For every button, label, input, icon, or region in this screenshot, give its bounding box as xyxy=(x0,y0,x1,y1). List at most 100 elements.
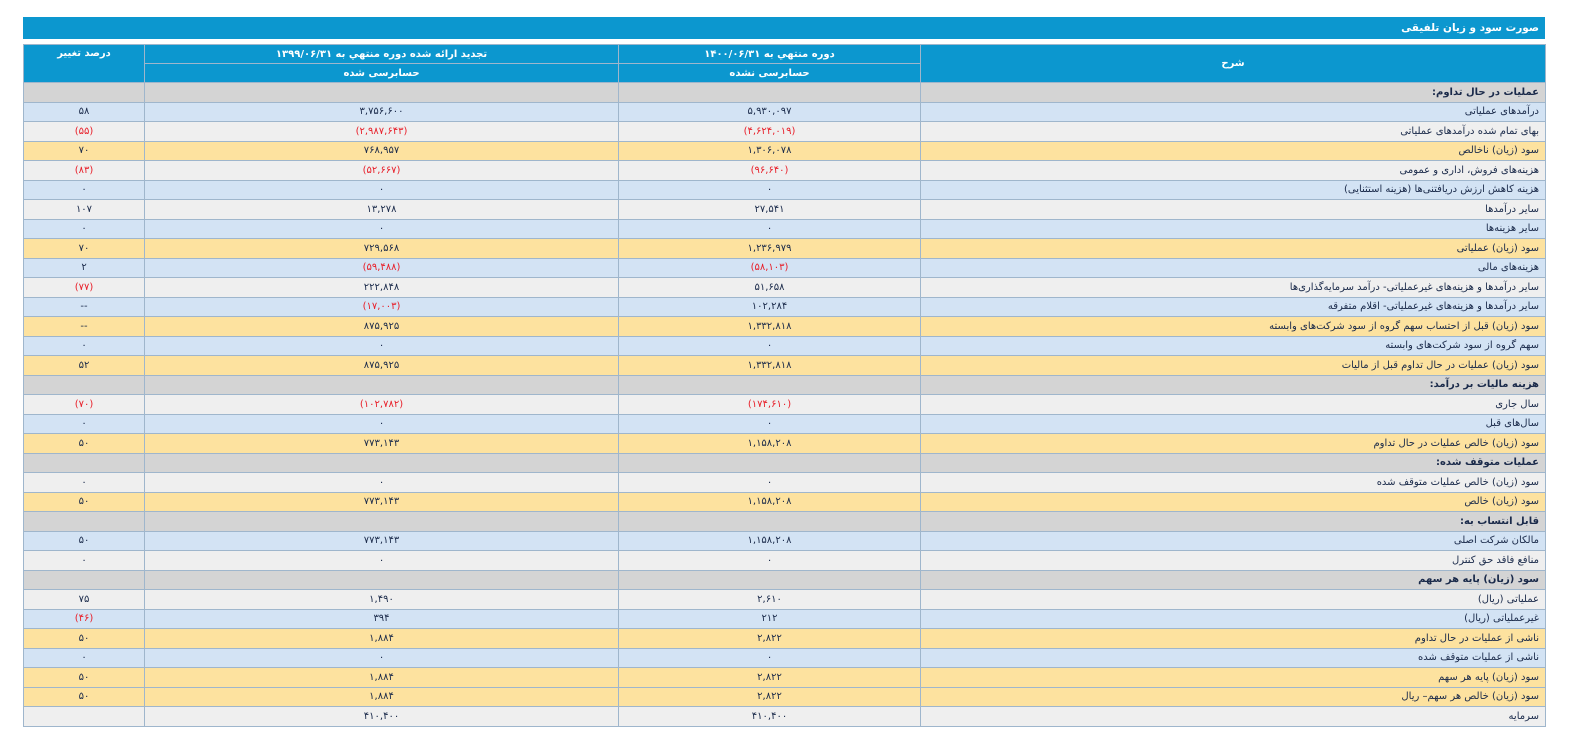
section-row: عملیات در حال تداوم: xyxy=(23,82,1546,103)
desc-cell: سود (زیان) خالص xyxy=(920,491,1546,512)
change-cell xyxy=(23,374,145,395)
income-statement-table: درصد تغییر تجدید ارائه شده دوره منتهي به… xyxy=(23,44,1546,727)
period1-cell: ۱۰۲,۲۸۴ xyxy=(618,296,921,317)
statement-container: صورت سود و زیان تلفیقی درصد تغییر تجدید … xyxy=(23,17,1546,727)
period1-cell: ۱,۱۵۸,۲۰۸ xyxy=(618,433,921,454)
desc-cell: درآمدهای عملیاتی xyxy=(920,101,1546,122)
period1-cell: ۲,۸۲۲ xyxy=(618,628,921,649)
desc-cell: قابل انتساب به: xyxy=(920,511,1546,532)
desc-cell: هزینه مالیات بر درآمد: xyxy=(920,374,1546,395)
desc-cell: هزینه‌های فروش، اداری و عمومی xyxy=(920,160,1546,181)
header-period1: دوره منتهي به ۱۴۰۰/۰۶/۳۱ xyxy=(618,44,921,64)
table-row: ۰ ۰ ۰ سایر هزینه‌ها xyxy=(23,218,1546,239)
section-row: قابل انتساب به: xyxy=(23,511,1546,532)
period1-cell: ۲,۸۲۲ xyxy=(618,667,921,688)
period2-cell xyxy=(144,374,619,395)
period2-cell: (۱۷,۰۰۳) xyxy=(144,296,619,317)
period2-cell: ۳۹۴ xyxy=(144,608,619,629)
period1-cell: (۵۸,۱۰۳) xyxy=(618,257,921,278)
change-cell: (۵۵) xyxy=(23,121,145,142)
desc-cell: ناشی از عملیات در حال تداوم xyxy=(920,628,1546,649)
period2-cell: ۷۷۳,۱۴۳ xyxy=(144,491,619,512)
desc-cell: عملیات در حال تداوم: xyxy=(920,82,1546,103)
header-desc: شرح xyxy=(920,44,1546,83)
change-cell xyxy=(23,511,145,532)
period2-cell xyxy=(144,452,619,473)
table-row: (۵۵) (۲,۹۸۷,۶۴۳) (۴,۶۲۴,۰۱۹) بهای تمام شده … xyxy=(23,121,1546,142)
period1-cell: ۵,۹۳۰,۰۹۷ xyxy=(618,101,921,122)
period1-cell xyxy=(618,569,921,590)
period2-cell: ۷۷۳,۱۴۳ xyxy=(144,433,619,454)
period2-cell: ۷۶۸,۹۵۷ xyxy=(144,140,619,161)
desc-cell: غیرعملیاتی (ریال) xyxy=(920,608,1546,629)
change-cell: ۱۰۷ xyxy=(23,199,145,220)
change-cell xyxy=(23,569,145,590)
desc-cell: سود (زیان) خالص عملیات متوقف شده xyxy=(920,472,1546,493)
desc-cell: بهای تمام شده درآمدهای عملیاتی xyxy=(920,121,1546,142)
change-cell: -- xyxy=(23,296,145,317)
desc-cell: عملیاتی (ریال) xyxy=(920,589,1546,610)
table-row: ۷۰ ۷۶۸,۹۵۷ ۱,۳۰۶,۰۷۸ سود (زیان) ناخالص xyxy=(23,140,1546,161)
table-row: (۷۷) ۲۲۲,۸۴۸ ۵۱,۶۵۸ سایر درآمدها و هزینه‌ها… xyxy=(23,277,1546,298)
desc-cell: سایر درآمدها و هزینه‌های غیرعملیاتی- درآ… xyxy=(920,277,1546,298)
table-row: ۵۰ ۷۷۳,۱۴۳ ۱,۱۵۸,۲۰۸ سود (زیان) خالص عملیات… xyxy=(23,433,1546,454)
period2-cell: ۰ xyxy=(144,179,619,200)
desc-cell: سال جاری xyxy=(920,394,1546,415)
desc-cell: هزینه کاهش ارزش دریافتنی‌ها (هزینه استثن… xyxy=(920,179,1546,200)
change-cell xyxy=(23,82,145,103)
table-row: ۵۰ ۱,۸۸۴ ۲,۸۲۲ سود (زیان) پایه هر سهم xyxy=(23,667,1546,688)
table-row: -- (۱۷,۰۰۳) ۱۰۲,۲۸۴ سایر درآمدها و هزینه‌ها… xyxy=(23,296,1546,317)
change-cell: ۷۰ xyxy=(23,238,145,259)
period2-cell: ۳,۷۵۶,۶۰۰ xyxy=(144,101,619,122)
period1-cell xyxy=(618,374,921,395)
header-period1-sub: حسابرسی نشده xyxy=(618,63,921,83)
period2-cell: ۷۷۳,۱۴۳ xyxy=(144,530,619,551)
period2-cell: ۱,۸۸۴ xyxy=(144,667,619,688)
change-cell: ۵۸ xyxy=(23,101,145,122)
desc-cell: سهم گروه از سود شرکت‌های وابسته xyxy=(920,335,1546,356)
change-cell: ۰ xyxy=(23,413,145,434)
change-cell: ۰ xyxy=(23,472,145,493)
section-row: عملیات متوقف شده: xyxy=(23,452,1546,473)
change-cell: ۰ xyxy=(23,647,145,668)
desc-cell: عملیات متوقف شده: xyxy=(920,452,1546,473)
period1-cell xyxy=(618,511,921,532)
period1-cell xyxy=(618,82,921,103)
table-row: (۷۰) (۱۰۲,۷۸۲) (۱۷۴,۶۱۰) سال جاری xyxy=(23,394,1546,415)
period2-cell: ۸۷۵,۹۲۵ xyxy=(144,355,619,376)
period1-cell: ۰ xyxy=(618,335,921,356)
period1-cell: ۴۱۰,۴۰۰ xyxy=(618,706,921,727)
period2-cell: ۴۱۰,۴۰۰ xyxy=(144,706,619,727)
change-cell xyxy=(23,452,145,473)
desc-cell: سود (زیان) قبل از احتساب سهم گروه از سود… xyxy=(920,316,1546,337)
period1-cell: ۰ xyxy=(618,550,921,571)
period1-cell: ۵۱,۶۵۸ xyxy=(618,277,921,298)
period2-cell: ۰ xyxy=(144,413,619,434)
period1-cell: ۱,۲۳۶,۹۷۹ xyxy=(618,238,921,259)
period2-cell: ۷۲۹,۵۶۸ xyxy=(144,238,619,259)
period2-cell xyxy=(144,569,619,590)
change-cell: (۴۶) xyxy=(23,608,145,629)
change-cell: ۰ xyxy=(23,335,145,356)
period1-cell: ۲۱۲ xyxy=(618,608,921,629)
period1-cell: (۹۶,۶۴۰) xyxy=(618,160,921,181)
desc-cell: سود (زیان) پایه هر سهم xyxy=(920,569,1546,590)
table-row: ۵۲ ۸۷۵,۹۲۵ ۱,۳۳۲,۸۱۸ سود (زیان) عملیات در ح… xyxy=(23,355,1546,376)
change-cell: ۲ xyxy=(23,257,145,278)
desc-cell: هزینه‌های مالی xyxy=(920,257,1546,278)
period1-cell: ۰ xyxy=(618,179,921,200)
change-cell: ۰ xyxy=(23,179,145,200)
change-cell: ۵۰ xyxy=(23,491,145,512)
period1-cell: (۴,۶۲۴,۰۱۹) xyxy=(618,121,921,142)
desc-cell: سود (زیان) عملیاتی xyxy=(920,238,1546,259)
period2-cell: (۲,۹۸۷,۶۴۳) xyxy=(144,121,619,142)
period1-cell: ۲,۶۱۰ xyxy=(618,589,921,610)
period1-cell: ۰ xyxy=(618,413,921,434)
period2-cell: ۰ xyxy=(144,218,619,239)
table-row: ۰ ۰ ۰ ناشی از عملیات متوقف شده xyxy=(23,647,1546,668)
period2-cell: ۰ xyxy=(144,647,619,668)
period2-cell: (۵۲,۶۶۷) xyxy=(144,160,619,181)
period1-cell: ۱,۱۵۸,۲۰۸ xyxy=(618,491,921,512)
period2-cell: (۱۰۲,۷۸۲) xyxy=(144,394,619,415)
desc-cell: سود (زیان) پایه هر سهم xyxy=(920,667,1546,688)
